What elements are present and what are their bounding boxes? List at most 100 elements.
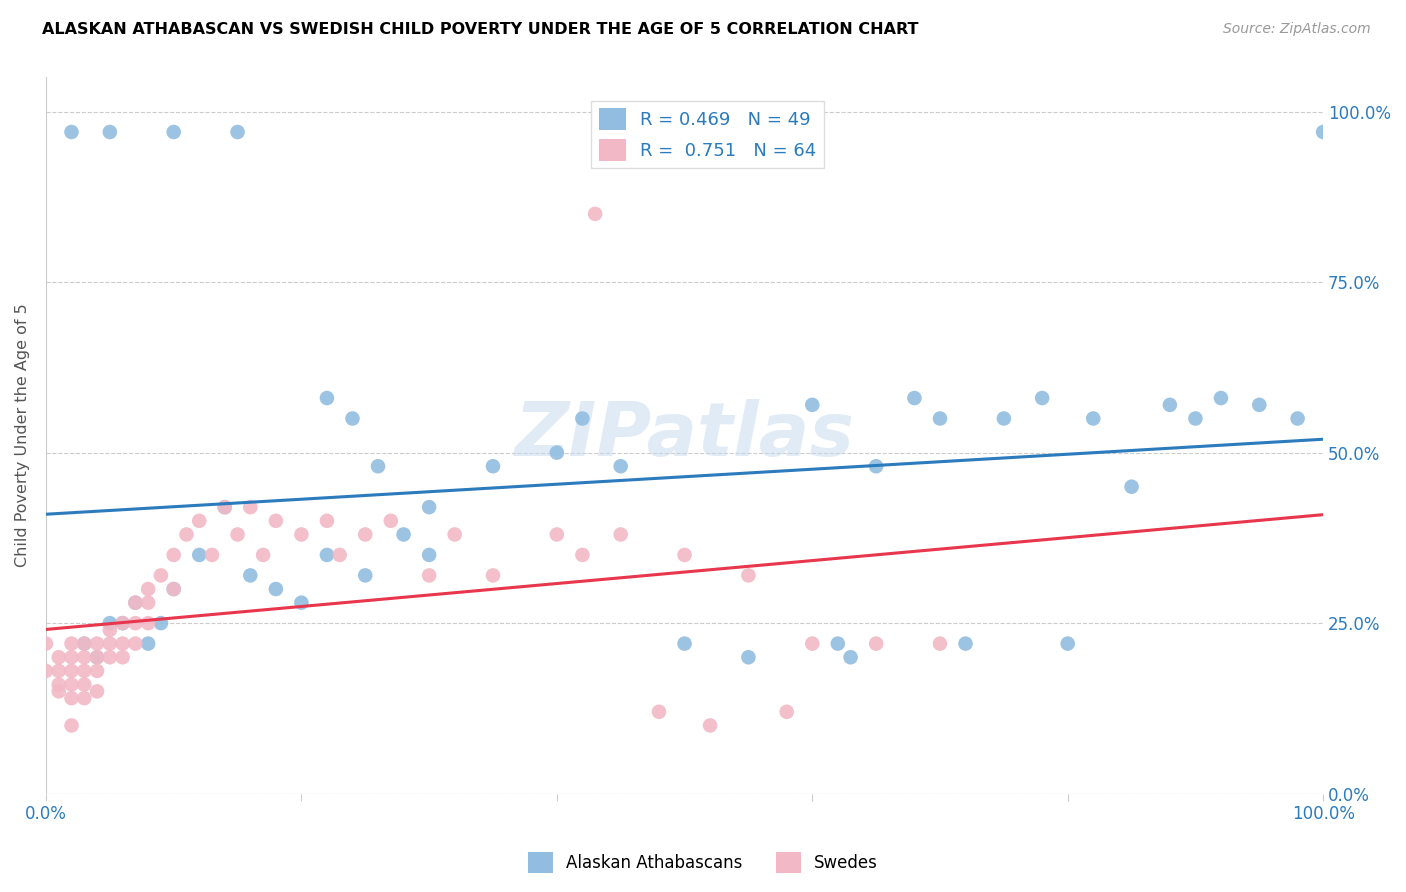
Point <box>111 637 134 651</box>
Point <box>98 623 121 637</box>
Point <box>1121 480 1143 494</box>
Point <box>214 500 236 515</box>
Point <box>201 548 224 562</box>
Point <box>48 650 70 665</box>
Point <box>239 568 262 582</box>
Point <box>1312 125 1334 139</box>
Point <box>188 514 211 528</box>
Point <box>648 705 671 719</box>
Point <box>136 582 159 596</box>
Point <box>583 207 606 221</box>
Point <box>35 664 58 678</box>
Point <box>329 548 352 562</box>
Point <box>214 500 236 515</box>
Point <box>264 514 287 528</box>
Point <box>801 637 824 651</box>
Point <box>290 527 312 541</box>
Point <box>124 596 146 610</box>
Point <box>367 459 389 474</box>
Point <box>993 411 1015 425</box>
Point <box>316 548 339 562</box>
Point <box>60 125 83 139</box>
Point <box>609 527 631 541</box>
Point <box>226 125 249 139</box>
Point <box>1031 391 1053 405</box>
Point <box>149 616 172 631</box>
Point <box>1083 411 1105 425</box>
Point <box>1159 398 1181 412</box>
Point <box>955 637 977 651</box>
Point <box>60 691 83 706</box>
Point <box>60 637 83 651</box>
Point <box>226 527 249 541</box>
Point <box>929 637 952 651</box>
Point <box>737 650 759 665</box>
Point <box>111 616 134 631</box>
Point <box>188 548 211 562</box>
Point <box>136 637 159 651</box>
Point <box>443 527 465 541</box>
Point <box>673 548 696 562</box>
Point <box>163 125 186 139</box>
Point <box>124 596 146 610</box>
Point <box>316 514 339 528</box>
Text: ALASKAN ATHABASCAN VS SWEDISH CHILD POVERTY UNDER THE AGE OF 5 CORRELATION CHART: ALASKAN ATHABASCAN VS SWEDISH CHILD POVE… <box>42 22 918 37</box>
Point <box>827 637 849 651</box>
Point <box>73 637 96 651</box>
Point <box>929 411 952 425</box>
Point <box>98 650 121 665</box>
Point <box>98 125 121 139</box>
Point <box>136 616 159 631</box>
Point <box>1249 398 1271 412</box>
Point <box>316 391 339 405</box>
Text: ZIPatlas: ZIPatlas <box>515 399 855 472</box>
Point <box>801 398 824 412</box>
Point <box>737 568 759 582</box>
Point <box>290 596 312 610</box>
Point <box>865 459 887 474</box>
Point <box>673 637 696 651</box>
Point <box>73 637 96 651</box>
Point <box>776 705 799 719</box>
Point <box>86 637 108 651</box>
Point <box>571 411 593 425</box>
Point <box>163 548 186 562</box>
Point <box>73 677 96 691</box>
Point <box>86 684 108 698</box>
Point <box>86 650 108 665</box>
Legend: Alaskan Athabascans, Swedes: Alaskan Athabascans, Swedes <box>522 846 884 880</box>
Point <box>35 637 58 651</box>
Point <box>1286 411 1309 425</box>
Point <box>124 616 146 631</box>
Point <box>73 650 96 665</box>
Point <box>354 568 377 582</box>
Point <box>1209 391 1232 405</box>
Point <box>839 650 862 665</box>
Point <box>546 445 568 459</box>
Point <box>60 677 83 691</box>
Point <box>380 514 402 528</box>
Point <box>418 500 440 515</box>
Point <box>111 616 134 631</box>
Point <box>482 568 505 582</box>
Point <box>354 527 377 541</box>
Point <box>73 664 96 678</box>
Point <box>239 500 262 515</box>
Point <box>124 637 146 651</box>
Point <box>546 527 568 541</box>
Point <box>252 548 274 562</box>
Point <box>86 664 108 678</box>
Point <box>98 637 121 651</box>
Point <box>60 718 83 732</box>
Point <box>136 596 159 610</box>
Point <box>48 664 70 678</box>
Point <box>48 677 70 691</box>
Point <box>60 664 83 678</box>
Point <box>264 582 287 596</box>
Point <box>342 411 364 425</box>
Point <box>609 459 631 474</box>
Point <box>903 391 925 405</box>
Point <box>699 718 721 732</box>
Text: Source: ZipAtlas.com: Source: ZipAtlas.com <box>1223 22 1371 37</box>
Point <box>865 637 887 651</box>
